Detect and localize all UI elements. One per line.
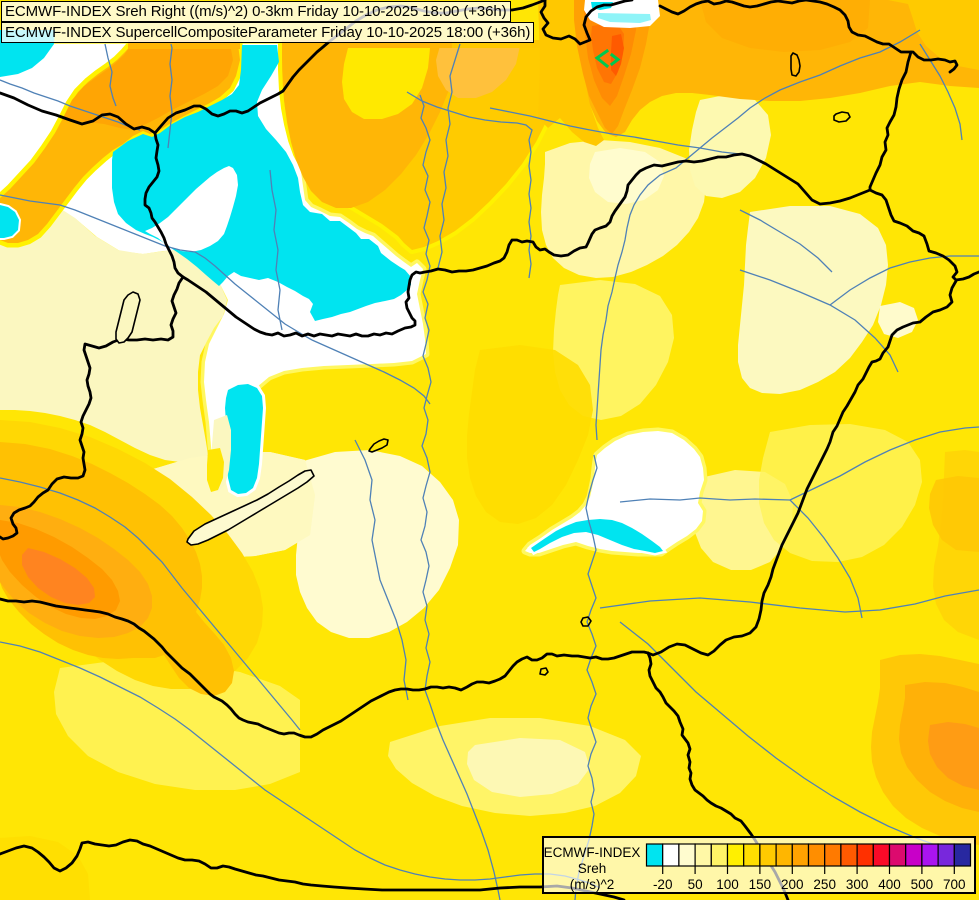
svg-text:50: 50 [688, 877, 703, 892]
svg-text:Sreh: Sreh [578, 861, 607, 876]
svg-text:300: 300 [846, 877, 869, 892]
svg-text:ECMWF-INDEX: ECMWF-INDEX [544, 845, 641, 860]
svg-text:500: 500 [911, 877, 934, 892]
svg-text:-20: -20 [653, 877, 673, 892]
svg-text:200: 200 [781, 877, 804, 892]
svg-text:250: 250 [813, 877, 836, 892]
svg-text:700: 700 [943, 877, 966, 892]
svg-text:400: 400 [878, 877, 901, 892]
svg-text:100: 100 [716, 877, 739, 892]
svg-text:(m/s)^2: (m/s)^2 [570, 877, 615, 892]
svg-text:150: 150 [749, 877, 772, 892]
